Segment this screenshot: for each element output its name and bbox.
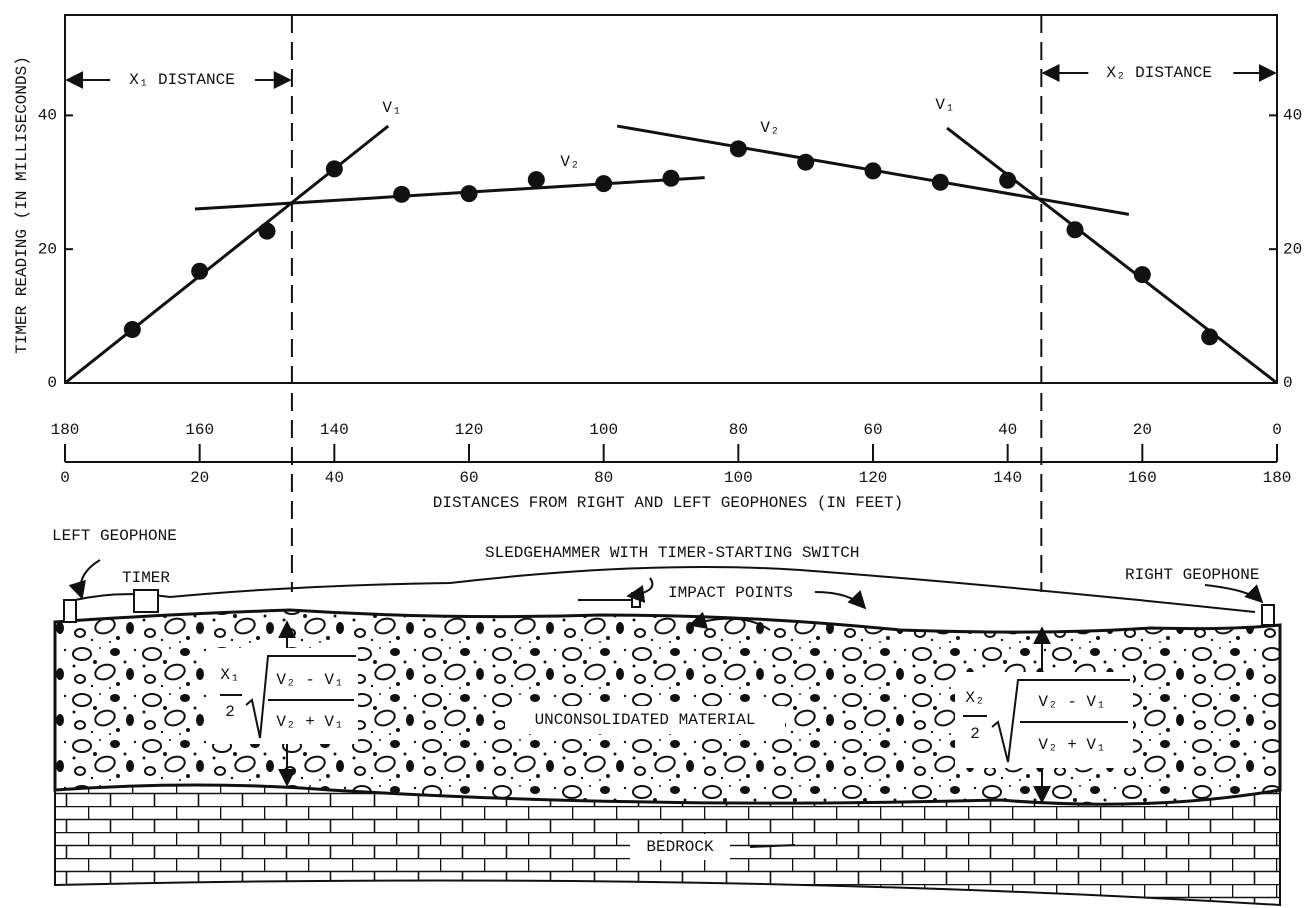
impact-points-label: IMPACT POINTS bbox=[668, 584, 793, 602]
timer-icon bbox=[134, 590, 158, 612]
data-point bbox=[595, 175, 612, 192]
x2-tick-label: 100 bbox=[589, 421, 618, 439]
x-tick-label: 120 bbox=[859, 469, 888, 487]
x-tick-label: 80 bbox=[594, 469, 613, 487]
velocity-label: V₁ bbox=[382, 99, 401, 117]
x1-distance-label: X₁ DISTANCE bbox=[129, 71, 235, 89]
velocity-line bbox=[195, 178, 705, 209]
depth-formula: X₂ 2 V₂ - V₁ V₂ + V₁ bbox=[955, 672, 1133, 768]
data-point bbox=[393, 186, 410, 203]
data-point bbox=[797, 154, 814, 171]
velocity-label: V₂ bbox=[760, 119, 779, 137]
x2-tick-label: 40 bbox=[998, 421, 1017, 439]
x2-distance-label: X₂ DISTANCE bbox=[1106, 64, 1212, 82]
x-tick-label: 160 bbox=[1128, 469, 1157, 487]
formula-numerator: V₂ - V₁ bbox=[1038, 693, 1105, 711]
x-tick-label: 40 bbox=[325, 469, 344, 487]
y-tick-label: 40 bbox=[38, 107, 57, 125]
x2-tick-label: 0 bbox=[1272, 421, 1282, 439]
figure: LEFT GEOPHONE TIMER SLEDGEHAMMER WITH TI… bbox=[0, 0, 1307, 908]
formula-half: 2 bbox=[225, 703, 235, 721]
x-tick-label: 100 bbox=[724, 469, 753, 487]
velocity-line bbox=[947, 128, 1277, 383]
depth-formula: X₁ 2 V₂ - V₁ V₂ + V₁ bbox=[212, 648, 358, 744]
left-geophone-icon bbox=[64, 600, 76, 622]
x2-tick-label: 60 bbox=[863, 421, 882, 439]
data-point bbox=[124, 321, 141, 338]
formula-denominator: V₂ + V₁ bbox=[1038, 736, 1105, 754]
data-point bbox=[259, 223, 276, 240]
x-tick-label: 180 bbox=[1263, 469, 1292, 487]
data-point bbox=[865, 162, 882, 179]
formula-coef: X₂ bbox=[965, 689, 984, 707]
right-geophone-label: RIGHT GEOPHONE bbox=[1125, 566, 1259, 584]
formula-coef: X₁ bbox=[220, 666, 239, 684]
x2-tick-label: 120 bbox=[455, 421, 484, 439]
data-point bbox=[730, 140, 747, 157]
data-point bbox=[999, 172, 1016, 189]
pointer bbox=[80, 560, 100, 598]
data-point bbox=[461, 185, 478, 202]
unconsolidated-label: UNCONSOLIDATED MATERIAL bbox=[535, 711, 756, 729]
data-point bbox=[663, 170, 680, 187]
velocity-label: V₁ bbox=[935, 96, 954, 114]
data-point bbox=[1134, 266, 1151, 283]
data-point bbox=[528, 171, 545, 188]
right-geophone-icon bbox=[1262, 605, 1274, 625]
x-tick-label: 60 bbox=[459, 469, 478, 487]
data-point bbox=[1067, 221, 1084, 238]
formula-denominator: V₂ + V₁ bbox=[276, 713, 343, 731]
data-point bbox=[191, 263, 208, 280]
formula-numerator: V₂ - V₁ bbox=[276, 671, 343, 689]
x2-tick-label: 180 bbox=[51, 421, 80, 439]
x2-tick-label: 20 bbox=[1133, 421, 1152, 439]
x2-tick-label: 140 bbox=[320, 421, 349, 439]
bedrock-label: BEDROCK bbox=[646, 838, 714, 856]
x2-tick-label: 80 bbox=[729, 421, 748, 439]
x-axis-title: DISTANCES FROM RIGHT AND LEFT GEOPHONES … bbox=[433, 494, 903, 512]
sledgehammer-label: SLEDGEHAMMER WITH TIMER-STARTING SWITCH bbox=[485, 544, 859, 562]
y-tick-label: 20 bbox=[1283, 240, 1302, 258]
y-tick-label: 40 bbox=[1283, 107, 1302, 125]
data-point bbox=[1201, 328, 1218, 345]
pointer bbox=[815, 592, 865, 608]
x-tick-label: 140 bbox=[993, 469, 1022, 487]
velocity-label: V₂ bbox=[560, 153, 579, 171]
x-tick-label: 20 bbox=[190, 469, 209, 487]
y-axis-title: TIMER READING (IN MILLISECONDS) bbox=[13, 56, 31, 354]
page: LEFT GEOPHONE TIMER SLEDGEHAMMER WITH TI… bbox=[0, 0, 1307, 908]
x-tick-label: 0 bbox=[60, 469, 70, 487]
formula-half: 2 bbox=[970, 725, 980, 743]
pointer bbox=[1205, 585, 1262, 602]
left-geophone-label: LEFT GEOPHONE bbox=[52, 527, 177, 545]
timer-label: TIMER bbox=[122, 569, 170, 587]
data-point bbox=[932, 174, 949, 191]
y-tick-label: 0 bbox=[47, 374, 57, 392]
y-tick-label: 0 bbox=[1283, 374, 1293, 392]
data-point bbox=[326, 160, 343, 177]
x2-tick-label: 160 bbox=[185, 421, 214, 439]
cable bbox=[75, 567, 1255, 612]
y-tick-label: 20 bbox=[38, 240, 57, 258]
